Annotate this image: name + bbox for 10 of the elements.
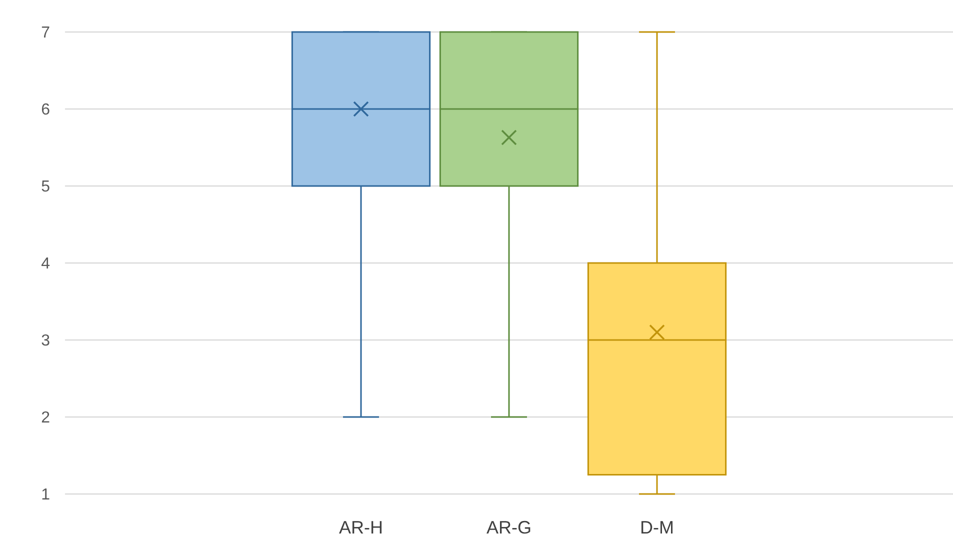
y-tick-label: 7: [41, 24, 50, 42]
x-tick-label: AR-G: [486, 517, 532, 538]
y-tick-label: 6: [41, 102, 50, 119]
y-tick-label: 3: [41, 332, 50, 350]
y-tick-label: 1: [41, 486, 50, 504]
x-tick-label: D-M: [640, 517, 674, 538]
y-tick-label: 4: [41, 256, 50, 273]
x-tick-label: AR-H: [339, 517, 383, 538]
y-tick-label: 5: [41, 178, 50, 196]
y-tick-label: 2: [41, 410, 50, 427]
